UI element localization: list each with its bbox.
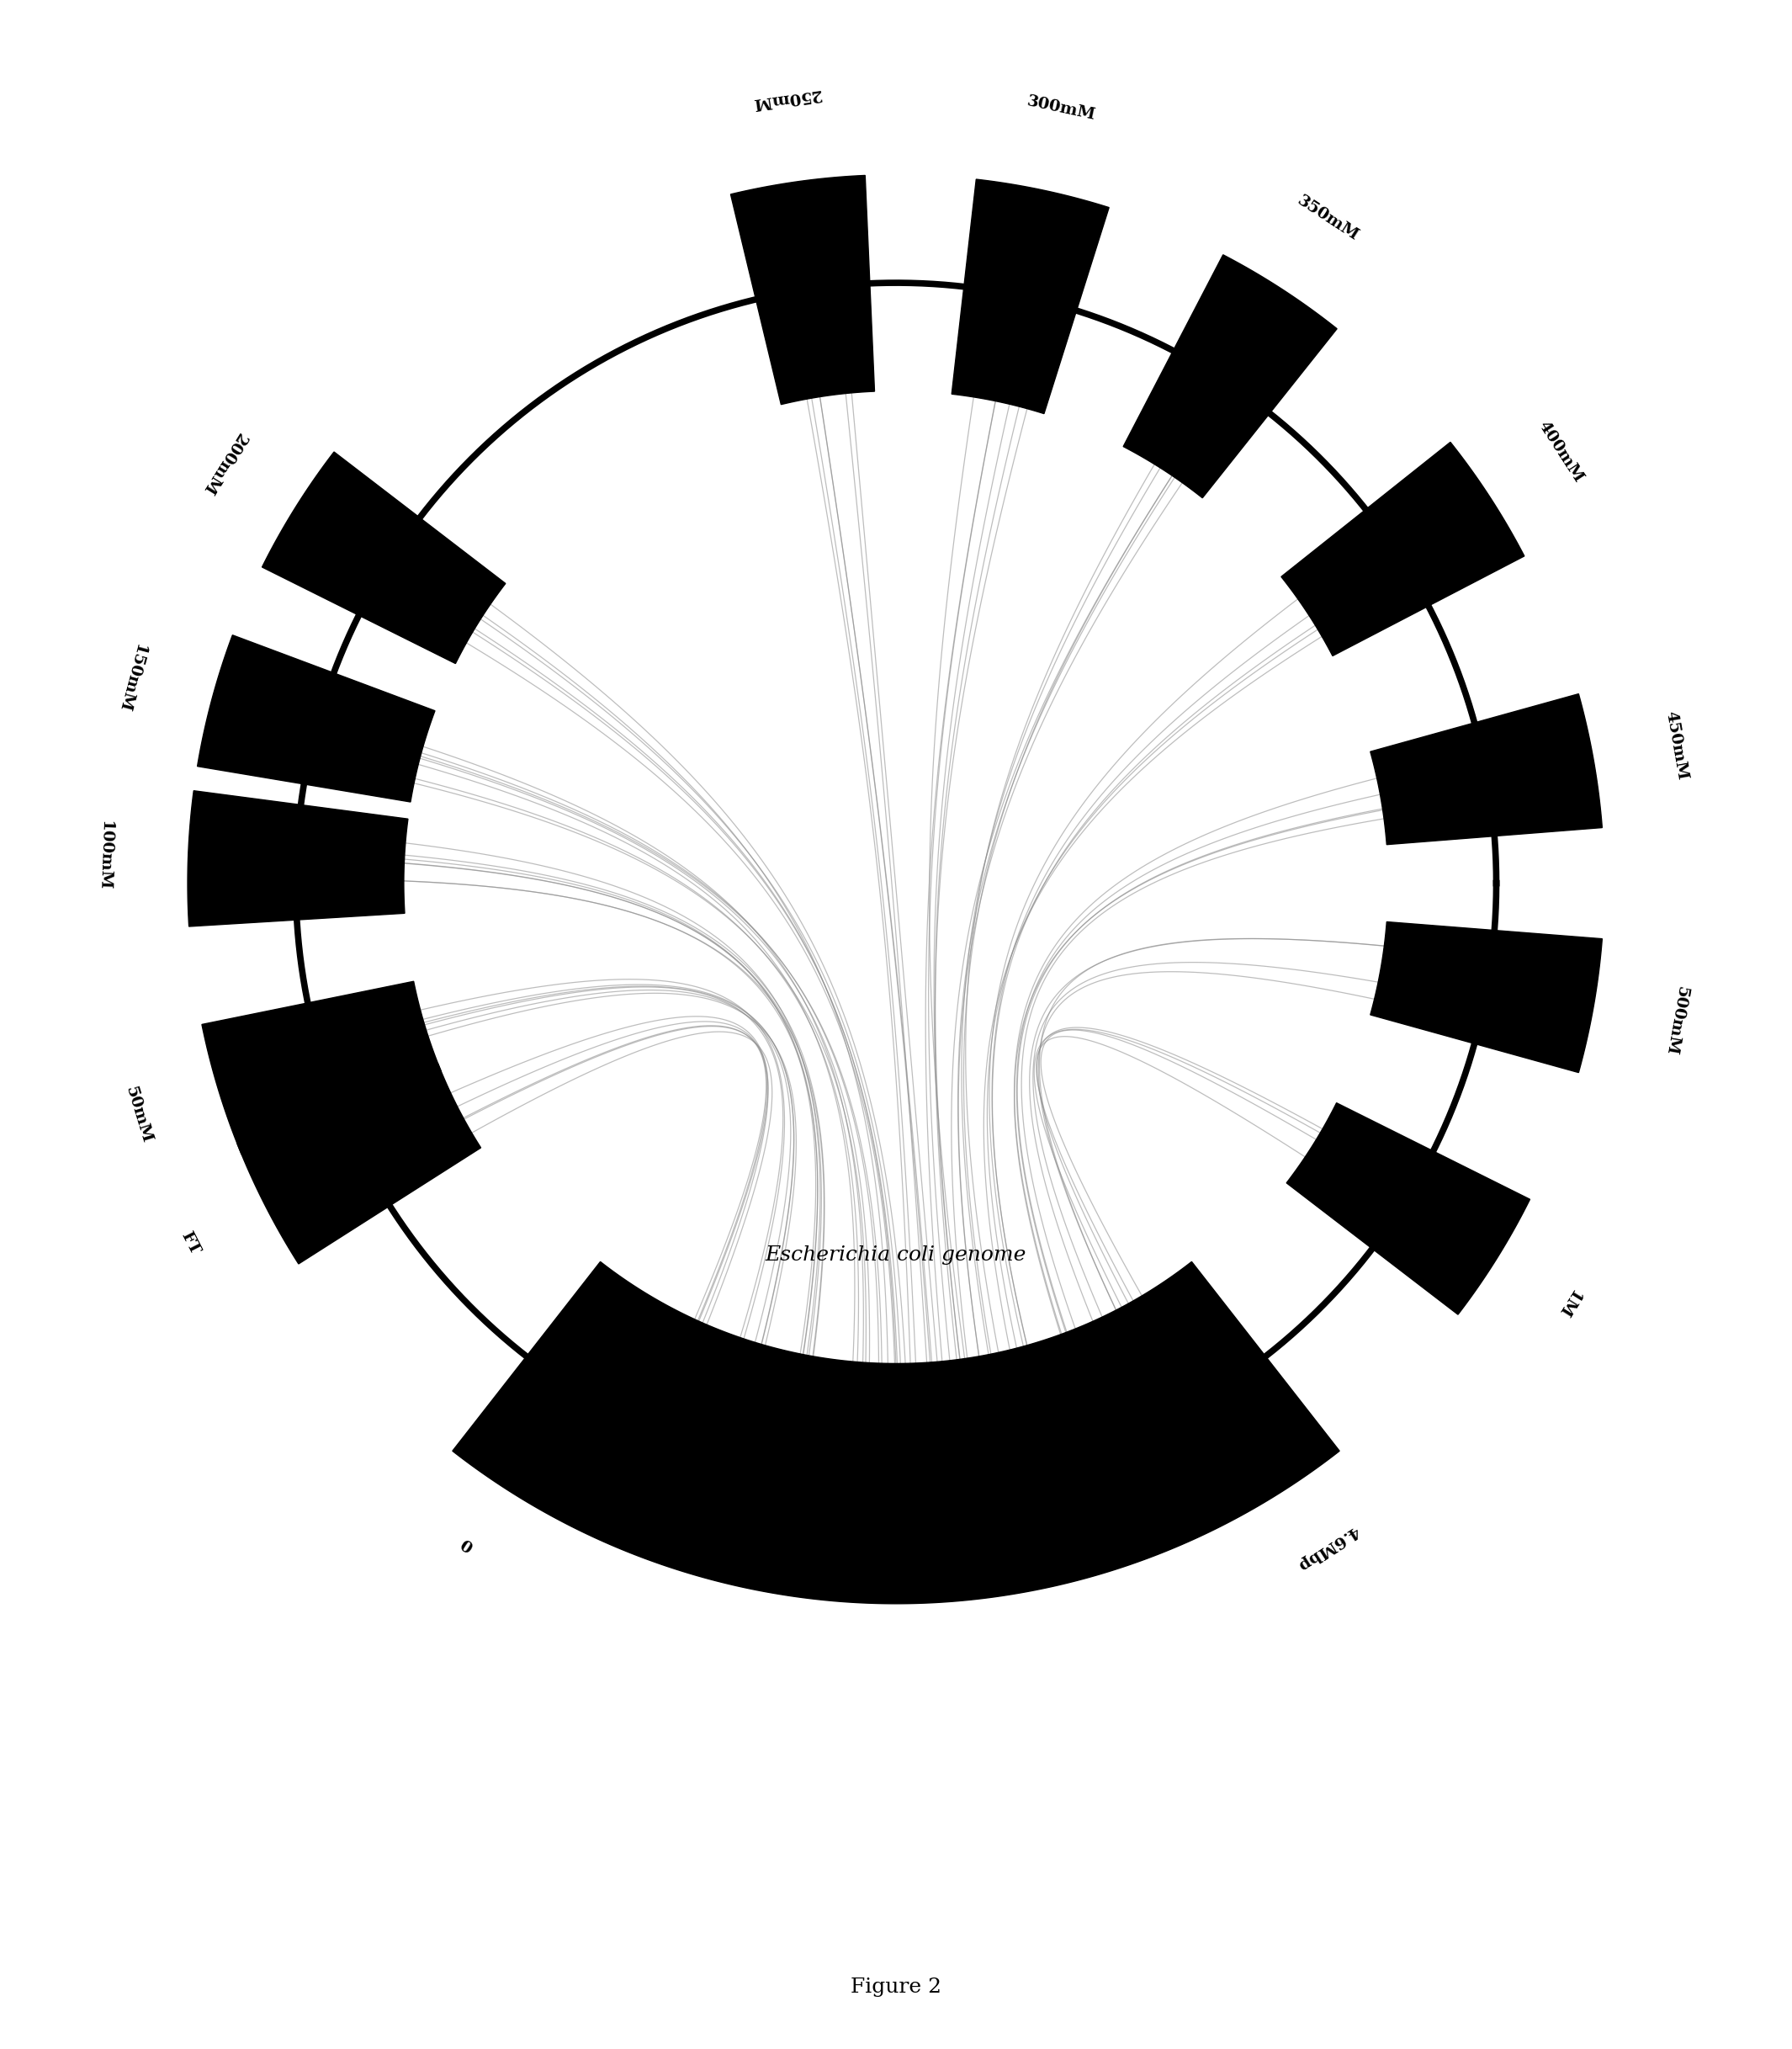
Polygon shape bbox=[1124, 254, 1337, 498]
Text: 300mM: 300mM bbox=[1025, 94, 1097, 123]
Polygon shape bbox=[1371, 695, 1602, 844]
Text: 1M: 1M bbox=[1554, 1287, 1582, 1320]
Text: FT: FT bbox=[177, 1229, 202, 1258]
Text: 150mM: 150mM bbox=[115, 641, 147, 713]
Text: Figure 2: Figure 2 bbox=[851, 1977, 941, 1998]
Text: 200mM: 200mM bbox=[199, 430, 249, 496]
Text: 350mM: 350mM bbox=[1294, 193, 1360, 244]
Polygon shape bbox=[262, 453, 505, 664]
Text: 400mM: 400mM bbox=[1536, 418, 1586, 486]
Text: 0: 0 bbox=[455, 1539, 473, 1557]
Polygon shape bbox=[1287, 1102, 1530, 1315]
Text: 100mM: 100mM bbox=[95, 820, 113, 891]
Polygon shape bbox=[952, 178, 1109, 414]
Polygon shape bbox=[197, 635, 435, 801]
Text: 4.6Mbp: 4.6Mbp bbox=[1294, 1522, 1360, 1574]
Polygon shape bbox=[731, 176, 874, 404]
Polygon shape bbox=[1371, 922, 1602, 1072]
Text: 500mM: 500mM bbox=[1663, 986, 1690, 1057]
Polygon shape bbox=[202, 981, 441, 1154]
Text: 250mM: 250mM bbox=[751, 86, 821, 111]
Polygon shape bbox=[453, 1262, 1339, 1604]
Polygon shape bbox=[1281, 443, 1525, 656]
Polygon shape bbox=[237, 1063, 480, 1264]
Text: 50mM: 50mM bbox=[122, 1084, 154, 1145]
Text: 450mM: 450mM bbox=[1663, 709, 1690, 781]
Polygon shape bbox=[188, 791, 409, 926]
Text: Escherichia coli genome: Escherichia coli genome bbox=[765, 1246, 1027, 1264]
